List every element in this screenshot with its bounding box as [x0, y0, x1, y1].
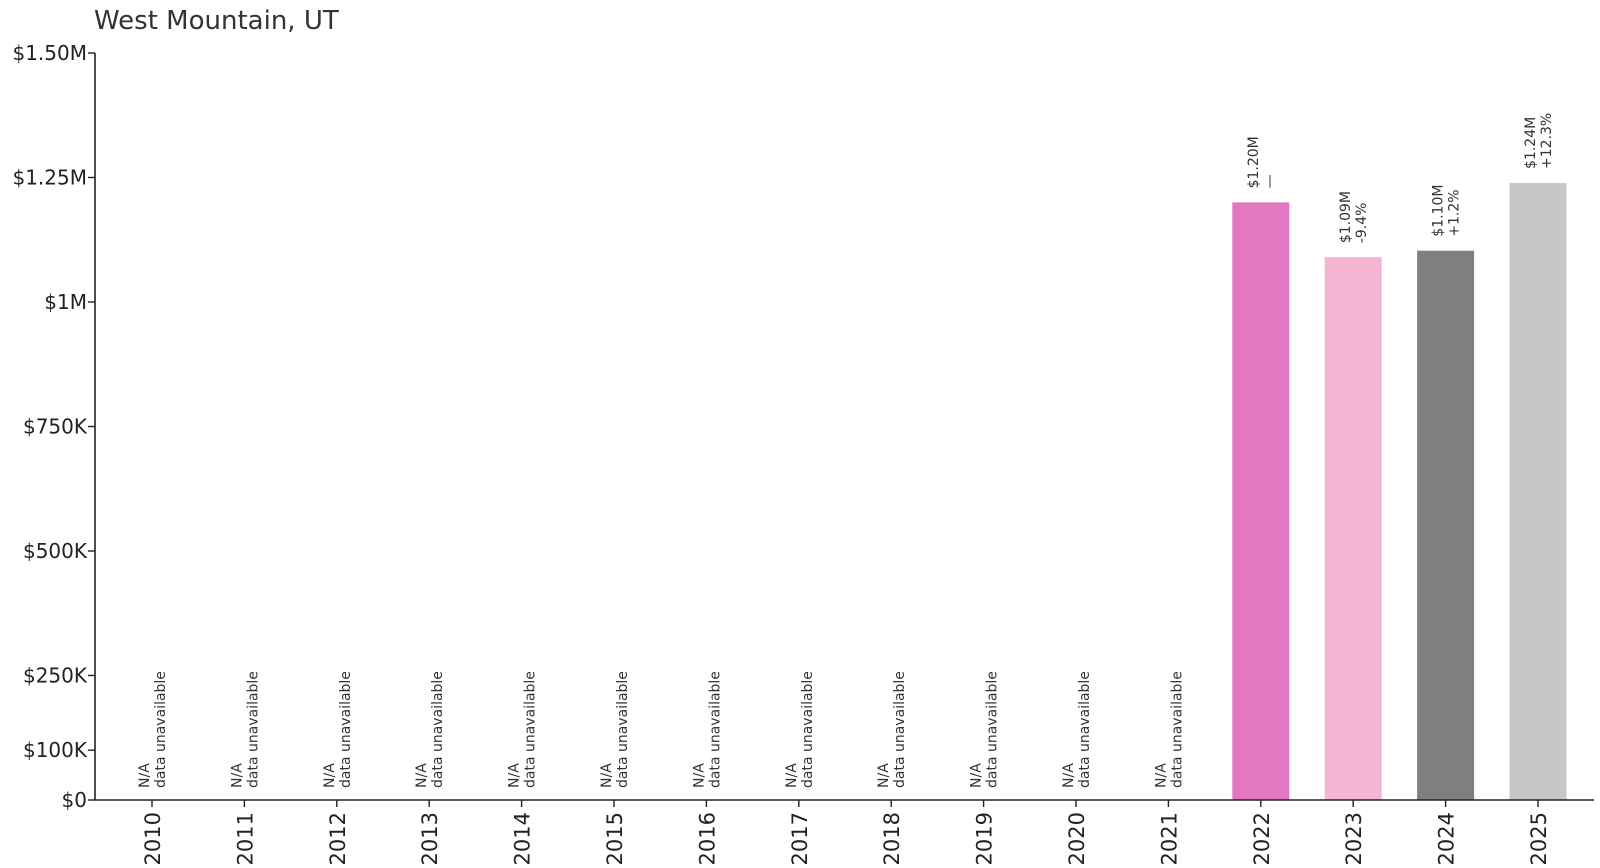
bar-change-label: data unavailable — [338, 671, 354, 788]
bar-change-label: +1.2% — [1447, 189, 1463, 236]
x-tick-label: 2011 — [233, 812, 257, 865]
bar-change-label: data unavailable — [1077, 671, 1093, 788]
x-tick-label: 2012 — [326, 812, 350, 865]
x-tick-label: 2025 — [1527, 812, 1551, 865]
chart-title: West Mountain, UT — [94, 6, 339, 36]
bar — [1324, 257, 1382, 800]
x-tick-label: 2022 — [1250, 812, 1274, 865]
bar-change-label: data unavailable — [615, 671, 631, 788]
x-tick-label: 2018 — [880, 812, 904, 865]
x-tick-label: 2023 — [1342, 812, 1366, 865]
bar-value-label: $1.10M — [1431, 185, 1447, 237]
bar-change-label: data unavailable — [245, 671, 261, 788]
y-axis-ticks: $0 $100K $250K $500K $750K $1M $1.25M $1.50M — [12, 41, 95, 812]
bar-value-label: N/A — [876, 763, 892, 788]
y-tick-label: $0 — [62, 788, 87, 812]
y-tick-label: $100K — [23, 738, 88, 762]
bar — [1417, 250, 1475, 800]
bar-value-label: N/A — [137, 763, 153, 788]
bar-value-label: N/A — [599, 763, 615, 788]
bar-value-label: N/A — [414, 763, 430, 788]
bar-value-label: N/A — [969, 763, 985, 788]
x-tick-label: 2013 — [418, 812, 442, 865]
x-axis-ticks: 2010 2011 2012 2013 2014 2015 2016 2017 2018 2019… — [141, 800, 1551, 865]
bar — [1232, 202, 1290, 800]
x-tick-label: 2017 — [788, 812, 812, 865]
y-tick-label: $1M — [44, 290, 87, 314]
bar-change-label: data unavailable — [892, 671, 908, 788]
bar — [1509, 182, 1567, 800]
bar-value-label: N/A — [322, 763, 338, 788]
bar-value-label: $1.24M — [1523, 117, 1539, 169]
bar-value-label: N/A — [1153, 763, 1169, 788]
y-tick-label: $1.25M — [12, 166, 87, 190]
x-tick-label: 2010 — [141, 812, 165, 865]
y-tick-label: $750K — [23, 415, 88, 439]
bar-change-label: data unavailable — [523, 671, 539, 788]
bar-change-label: data unavailable — [1169, 671, 1185, 788]
bars-layer — [1232, 182, 1567, 800]
y-tick-label: $500K — [23, 539, 88, 563]
x-tick-label: 2015 — [603, 812, 627, 865]
bar-change-label: +12.3% — [1539, 113, 1555, 169]
bar-change-label: data unavailable — [707, 671, 723, 788]
x-tick-label: 2014 — [511, 812, 535, 865]
bar-change-label: data unavailable — [800, 671, 816, 788]
bar-value-label: N/A — [784, 763, 800, 788]
bar-value-label: N/A — [229, 763, 245, 788]
x-tick-label: 2020 — [1065, 812, 1089, 865]
x-tick-label: 2016 — [695, 812, 719, 865]
bar-labels-layer: N/A data unavailable N/A data unavailable N/… — [137, 113, 1555, 788]
bar-change-label: data unavailable — [430, 671, 446, 788]
bar-value-label: N/A — [691, 763, 707, 788]
bar-change-label: — — [1262, 174, 1278, 188]
x-tick-label: 2021 — [1157, 812, 1181, 865]
bar-value-label: N/A — [507, 763, 523, 788]
bar-change-label: data unavailable — [153, 671, 169, 788]
x-tick-label: 2019 — [973, 812, 997, 865]
bar-value-label: N/A — [1061, 763, 1077, 788]
bar-change-label: -9.4% — [1354, 203, 1370, 244]
bar-value-label: $1.09M — [1338, 191, 1354, 243]
y-tick-label: $250K — [23, 664, 88, 688]
y-tick-label: $1.50M — [12, 41, 87, 65]
bar-value-label: $1.20M — [1246, 136, 1262, 188]
x-tick-label: 2024 — [1435, 812, 1459, 865]
bar-change-label: data unavailable — [985, 671, 1001, 788]
